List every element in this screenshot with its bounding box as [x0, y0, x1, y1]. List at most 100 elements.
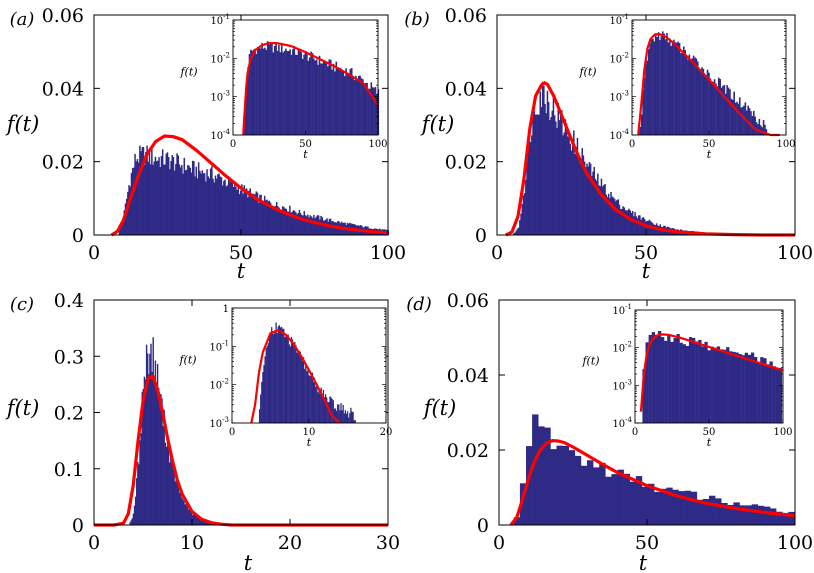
inset-histogram-bar — [652, 38, 654, 135]
inset-histogram-bar — [713, 79, 716, 135]
histogram-bar — [192, 515, 194, 525]
x-tick-label: 50 — [229, 242, 253, 264]
histogram-bar — [249, 188, 252, 235]
histogram-bar — [131, 168, 134, 235]
histogram-bar — [237, 186, 240, 235]
y-tick-label: 0.06 — [42, 5, 84, 27]
histogram-bar — [561, 110, 563, 235]
histogram-bar — [559, 114, 562, 235]
histogram-bar — [574, 153, 576, 235]
inset-y-tick-exponent: -2 — [622, 51, 629, 59]
histogram-bar — [212, 178, 214, 235]
inset-histogram-bar — [285, 48, 287, 135]
histogram-bar — [219, 176, 222, 235]
inset-histogram-bar — [681, 51, 684, 135]
histogram-bar — [203, 173, 206, 235]
inset-histogram-bar — [715, 83, 717, 135]
histogram-bar — [541, 81, 544, 235]
histogram-bar — [224, 179, 226, 235]
histogram-bar — [207, 176, 210, 235]
histogram-bar — [589, 163, 592, 235]
histogram-bar — [535, 114, 538, 235]
histogram-bar — [261, 201, 264, 235]
histogram-bar — [180, 489, 182, 525]
histogram-bar — [170, 454, 172, 525]
inset-histogram-bar — [275, 322, 277, 423]
histogram-bar — [238, 194, 241, 235]
inset-histogram-bar — [278, 325, 281, 423]
histogram-bar — [191, 511, 193, 525]
inset-y-tick-label: 10-1 — [612, 303, 632, 317]
x-tick-label: 50 — [634, 242, 658, 264]
histogram-bar — [605, 476, 612, 525]
inset-histogram-bar — [731, 99, 734, 135]
histogram-bar — [323, 220, 326, 235]
histogram-bar — [549, 120, 551, 235]
histogram-bar — [690, 491, 698, 525]
inset-x-tick-label: 100 — [773, 427, 792, 438]
histogram-bar — [295, 212, 297, 235]
inset-histogram-bar — [245, 81, 248, 135]
inset-y-tick-exponent: -4 — [622, 128, 629, 136]
inset-histogram-bar — [329, 59, 332, 135]
inset-y-tick-exponent: -3 — [625, 378, 632, 386]
histogram-bar — [615, 201, 617, 235]
inset-histogram-bar — [321, 63, 324, 135]
inset-histogram-bar — [268, 334, 271, 423]
histogram-bar — [169, 462, 171, 525]
inset-histogram-bar — [307, 369, 309, 423]
inset-histogram-bar — [339, 410, 341, 423]
x-tick-label: 10 — [180, 532, 204, 554]
inset-histogram-bar — [276, 50, 279, 136]
inset-histogram-bar — [363, 85, 366, 135]
histogram-bar — [175, 476, 177, 525]
inset-fit-curve — [250, 329, 341, 424]
inset-histogram-bar — [705, 75, 707, 135]
histogram-bar — [660, 488, 667, 525]
histogram-bar — [272, 206, 274, 235]
inset-y-tick-exponent: -3 — [622, 90, 629, 98]
inset-histogram-bar — [248, 53, 251, 135]
inset-histogram-bar — [706, 69, 709, 135]
inset-histogram-bar — [668, 38, 671, 136]
histogram-bar — [593, 166, 595, 235]
inset-histogram-bar — [682, 344, 686, 423]
histogram-bar — [279, 210, 282, 235]
inset-histogram-bar — [367, 88, 370, 135]
histogram-bar — [654, 491, 661, 525]
histogram-bar — [304, 215, 307, 235]
histogram-bar — [201, 170, 204, 235]
inset-histogram-bar — [671, 41, 674, 136]
y-tick-label: 0.3 — [54, 346, 84, 368]
histogram-bar — [284, 208, 286, 235]
inset-histogram-bar — [303, 54, 305, 136]
inset-histogram-bar — [734, 102, 737, 135]
histogram-bar — [523, 193, 526, 235]
histogram-bar — [739, 505, 746, 525]
inset-histogram-bar — [252, 49, 255, 136]
histogram-bar — [599, 186, 601, 235]
histogram-bar — [152, 164, 154, 235]
inset-histogram-bar — [341, 69, 343, 135]
inset-x-tick-label: 50 — [299, 139, 312, 150]
histogram-bar — [161, 398, 163, 525]
inset-histogram-bar — [769, 361, 773, 423]
histogram-bar — [310, 216, 313, 235]
inset-histogram-bar — [308, 375, 310, 423]
inset-histogram-bar — [716, 346, 721, 423]
inset-y-tick-label: 10-2 — [210, 51, 230, 65]
histogram-bar — [119, 225, 122, 235]
histogram-bar — [519, 220, 521, 235]
histogram-bar — [127, 191, 129, 235]
inset-histogram-bar — [667, 42, 670, 135]
histogram-bar — [604, 184, 606, 235]
y-tick-label: 0.06 — [447, 290, 489, 312]
histogram-bar — [267, 201, 270, 235]
histogram-bar — [297, 212, 300, 235]
inset-histogram-bar — [254, 48, 256, 135]
inset-histogram-bars — [638, 31, 768, 136]
inset-histogram-bar — [750, 352, 755, 423]
histogram-bar — [147, 161, 150, 235]
histogram-bar — [181, 497, 183, 525]
histogram-bar — [217, 174, 219, 235]
